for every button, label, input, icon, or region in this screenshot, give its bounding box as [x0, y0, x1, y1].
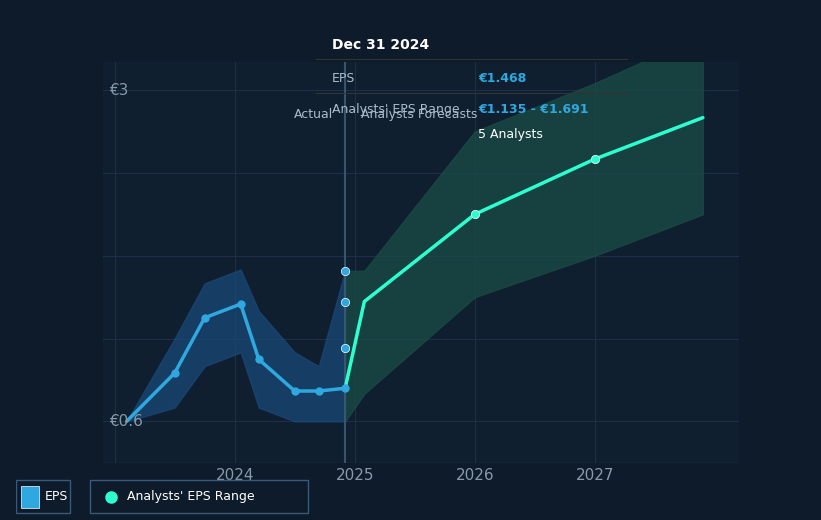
- Text: Analysts' EPS Range: Analysts' EPS Range: [332, 103, 459, 116]
- Text: 5 Analysts: 5 Analysts: [479, 128, 544, 141]
- Text: EPS: EPS: [45, 490, 68, 503]
- Bar: [90, 480, 308, 513]
- Text: Analysts Forecasts: Analysts Forecasts: [360, 108, 477, 121]
- Text: Analysts' EPS Range: Analysts' EPS Range: [127, 490, 255, 503]
- Text: EPS: EPS: [332, 72, 355, 85]
- Text: €3: €3: [108, 83, 128, 98]
- Text: €1.468: €1.468: [479, 72, 526, 85]
- Text: €0.6: €0.6: [108, 414, 143, 429]
- Text: €1.135 - €1.691: €1.135 - €1.691: [479, 103, 589, 116]
- Text: Actual: Actual: [294, 108, 333, 121]
- Bar: [16, 480, 70, 513]
- Text: Dec 31 2024: Dec 31 2024: [332, 38, 429, 52]
- Bar: [21, 486, 39, 508]
